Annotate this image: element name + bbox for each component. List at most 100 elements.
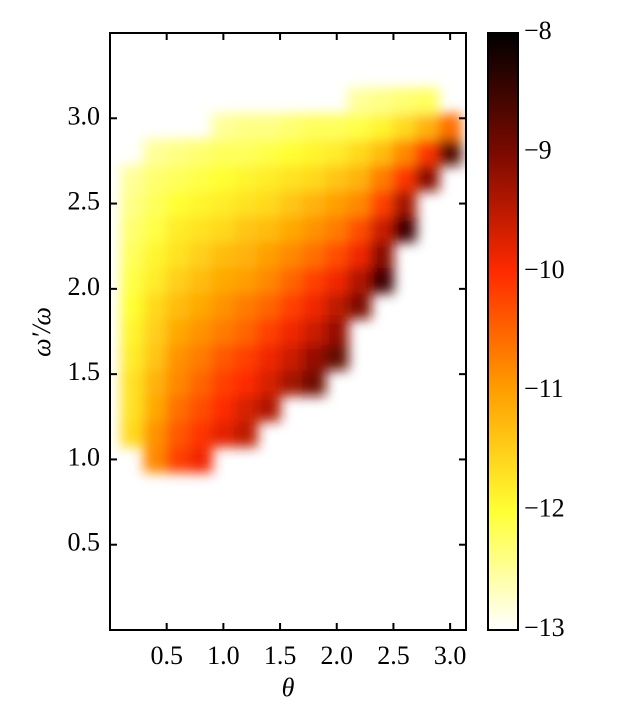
heat-cell (256, 113, 281, 141)
heat-cell (302, 343, 326, 371)
heat-cell (234, 241, 258, 269)
y-axis-label: ω′/ω (27, 307, 56, 357)
heat-cell (143, 215, 168, 243)
heat-cell (256, 267, 281, 294)
heat-cell (234, 113, 258, 141)
heat-cell (188, 420, 213, 448)
y-tick-label: 1.5 (68, 357, 101, 386)
heat-cell (120, 318, 145, 345)
y-tick-label: 1.0 (68, 442, 101, 471)
heat-cell (438, 139, 462, 166)
heat-cell (256, 343, 281, 371)
heat-cell (370, 267, 394, 294)
heat-cell (166, 292, 190, 320)
x-tick-label: 0.5 (150, 641, 183, 670)
heat-cell (256, 394, 281, 422)
heat-cell (347, 113, 372, 141)
heat-cell (120, 292, 145, 320)
heat-cell (324, 215, 349, 243)
heat-cell (166, 241, 190, 269)
colorbar (487, 32, 519, 631)
heat-cell (120, 343, 145, 371)
heat-cell (256, 164, 281, 192)
heat-cell (188, 215, 213, 243)
heat-cell (256, 139, 281, 166)
heat-cell (211, 267, 236, 294)
heat-cell (370, 87, 394, 115)
heat-cell (324, 267, 349, 294)
x-tick-label: 2.5 (377, 641, 410, 670)
heat-cell (234, 139, 258, 166)
colorbar-tick-label: −9 (524, 135, 552, 164)
heat-cell (392, 139, 417, 166)
heat-cell (324, 241, 349, 269)
y-tick-label: 0.5 (68, 528, 101, 557)
heat-cell (324, 139, 349, 166)
heat-cell (188, 267, 213, 294)
heat-cell (120, 164, 145, 192)
heat-cell (302, 215, 326, 243)
heat-cell (324, 190, 349, 217)
heat-cell (415, 113, 440, 141)
heat-cell (256, 215, 281, 243)
heat-cell (188, 241, 213, 269)
heat-cell (347, 139, 372, 166)
heat-cell (234, 394, 258, 422)
heat-cell (256, 318, 281, 345)
heat-cell (211, 369, 236, 396)
heat-cell (211, 241, 236, 269)
heat-cell (166, 420, 190, 448)
heat-cell (347, 164, 372, 192)
heat-cell (143, 267, 168, 294)
heat-cell (392, 190, 417, 217)
heat-cell (211, 292, 236, 320)
heat-cell (279, 343, 304, 371)
x-tick-label: 2.0 (321, 641, 354, 670)
heat-cell (143, 241, 168, 269)
heat-cell (279, 215, 304, 243)
heat-cell (415, 87, 440, 115)
heat-cell (347, 87, 372, 115)
heat-cell (370, 164, 394, 192)
x-axis-label: θ (282, 673, 295, 702)
heat-cell (166, 394, 190, 422)
x-tick-label: 3.0 (434, 641, 467, 670)
heat-cell (279, 190, 304, 217)
heat-cell (234, 292, 258, 320)
heat-cell (279, 241, 304, 269)
heat-cell (347, 241, 372, 269)
heat-cell (166, 267, 190, 294)
heat-cell (302, 369, 326, 396)
heat-cell (324, 113, 349, 141)
heat-cell (120, 267, 145, 294)
heat-cell (392, 164, 417, 192)
heat-cell (347, 190, 372, 217)
heat-cell (120, 190, 145, 217)
heat-cell (302, 164, 326, 192)
heat-cell (324, 292, 349, 320)
heat-cell (279, 113, 304, 141)
heat-cell (120, 369, 145, 396)
heat-cell (234, 420, 258, 448)
colorbar-tick-label: −11 (524, 374, 564, 403)
heat-cell (415, 164, 440, 192)
heat-cell (279, 292, 304, 320)
heat-cell (166, 446, 190, 473)
heat-cell (143, 190, 168, 217)
heat-cell (188, 292, 213, 320)
colorbar-tick-label: −13 (524, 613, 565, 642)
heat-cell (324, 164, 349, 192)
heat-cell (166, 139, 190, 166)
heat-cell (392, 113, 417, 141)
heat-cell (211, 113, 236, 141)
heat-cell (143, 446, 168, 473)
plot-frame (109, 32, 467, 631)
heat-cell (279, 267, 304, 294)
heat-cell (256, 190, 281, 217)
heat-cell (347, 215, 372, 243)
heat-cell (120, 215, 145, 243)
heat-cell (234, 318, 258, 345)
heat-cell (188, 394, 213, 422)
heat-cell (188, 446, 213, 473)
